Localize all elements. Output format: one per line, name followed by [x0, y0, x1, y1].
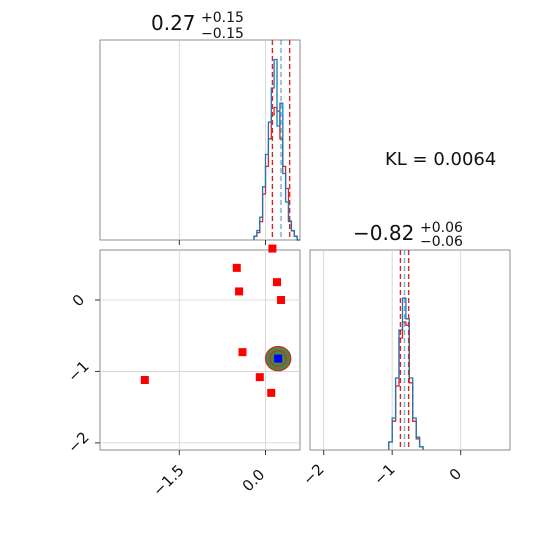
- red-sample-point: [277, 296, 286, 304]
- scatter-grid: [95, 250, 300, 455]
- red-sample-point: [255, 373, 264, 382]
- hist-param-1-quantile-lines: [271, 40, 291, 240]
- hist-param-2-blue-series: [388, 297, 424, 450]
- param-2-median: −0.82: [353, 221, 414, 245]
- y-tick-label-0: 0: [69, 291, 88, 310]
- x-tick-label-neg1-5: −1.5: [149, 461, 187, 499]
- red-sample-point: [238, 348, 247, 357]
- red-sample-point: [267, 388, 276, 397]
- hist-param-2-grid: [323, 250, 462, 455]
- param-2-lower-error: −0.06: [420, 234, 463, 250]
- hist-param-1-grid: [178, 40, 267, 245]
- red-sample-point: [273, 278, 282, 287]
- param-1-upper-error: +0.15: [201, 10, 244, 26]
- param-1-title: 0.27 +0.15 −0.15: [151, 10, 244, 42]
- red-contour-1: [264, 345, 292, 372]
- y-tick-label-neg1: −1: [64, 357, 92, 385]
- blue-truth-point: [274, 354, 283, 363]
- kl-annotation: KL = 0.0064: [385, 149, 496, 170]
- red-contour-0: [269, 350, 287, 368]
- y-tick-label-neg2: −2: [64, 428, 92, 456]
- x-tick-label-0-0: 0.0: [239, 466, 269, 496]
- x2-tick-label-neg2: −2: [299, 460, 327, 488]
- red-sample-point: [268, 244, 277, 253]
- hist-param-1: [99, 39, 301, 245]
- scatter-frame: [99, 249, 301, 451]
- param-1-median: 0.27: [151, 11, 196, 35]
- param-2-title: −0.82 +0.06 −0.06: [353, 220, 463, 250]
- red-sample-point: [140, 376, 149, 384]
- red-sample-point: [235, 287, 244, 296]
- red-sample-point: [232, 263, 241, 272]
- x2-tick-label-0: 0: [446, 465, 465, 484]
- hist-param-1-blue-series: [253, 58, 300, 241]
- param-2-upper-error: +0.06: [420, 220, 463, 236]
- scatter-y-ticks: −2 −1 0: [64, 291, 92, 457]
- hist-param-1-frame: [99, 39, 301, 241]
- hist-param-2-x-ticks: −2 −1 0: [299, 460, 465, 488]
- hist-param-2-red-series: [388, 321, 424, 450]
- scatter-points: [140, 244, 286, 397]
- x2-tick-label-neg1: −1: [370, 460, 398, 488]
- hist-param-2: −2 −1 0: [299, 249, 511, 489]
- hist-param-2-frame: [309, 249, 511, 451]
- param-1-lower-error: −0.15: [201, 26, 244, 42]
- scatter-panel: −2 −1 0 −1.5 0.0: [64, 244, 301, 500]
- scatter-x-ticks: −1.5 0.0: [149, 461, 268, 499]
- hist-param-2-quantile-lines: [399, 250, 410, 450]
